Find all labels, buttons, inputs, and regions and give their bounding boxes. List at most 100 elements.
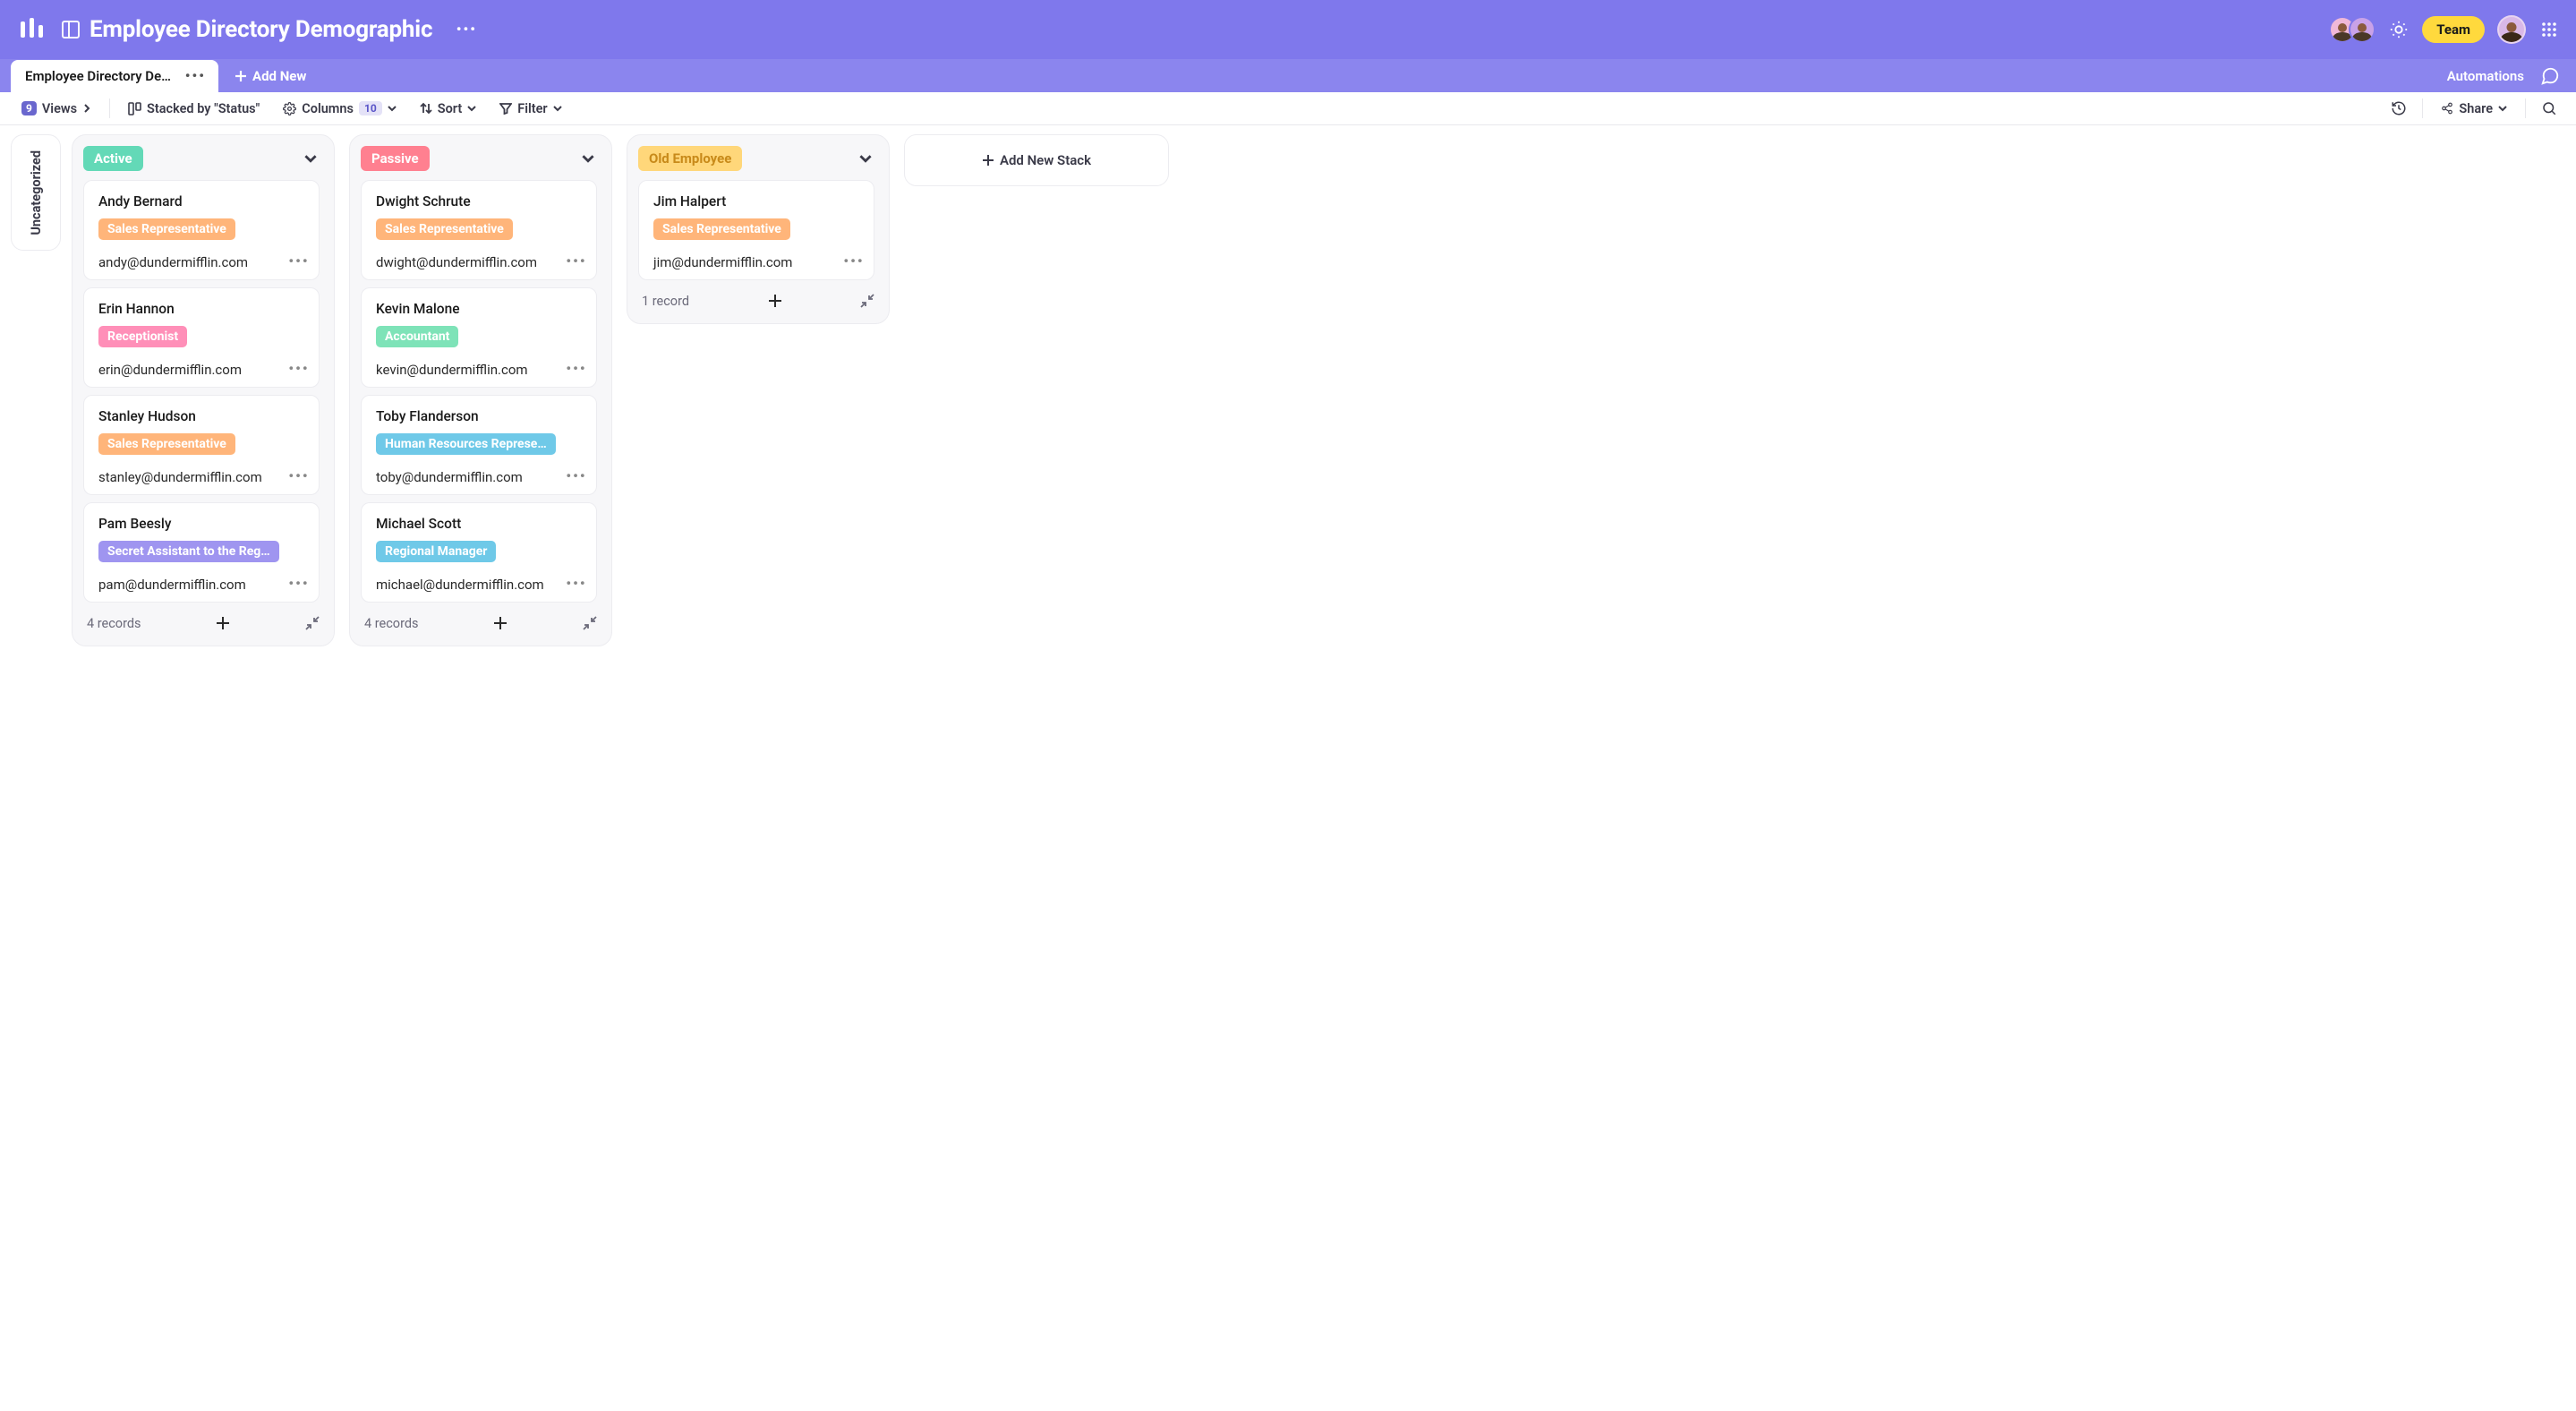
card-name: Pam Beesly [98, 516, 304, 532]
card-email: erin@dundermifflin.com [98, 362, 304, 378]
card-more-button[interactable]: ••• [566, 251, 587, 272]
add-new-stack-button[interactable]: Add New Stack [904, 134, 1169, 186]
collapse-stack-button[interactable] [583, 616, 597, 630]
sort-button[interactable]: Sort [411, 97, 486, 121]
record-card[interactable]: Dwight Schrute Sales Representative dwight… [361, 180, 597, 280]
avatar [2349, 16, 2376, 43]
stack-collapse-button[interactable] [577, 148, 599, 169]
stack-collapse-button[interactable] [300, 148, 321, 169]
role-chip: Secret Assistant to the Reg… [98, 541, 279, 562]
stacked-label: Stacked by "Status" [147, 101, 260, 116]
record-card[interactable]: Stanley Hudson Sales Representative stanle… [83, 395, 320, 495]
role-chip: Receptionist [98, 326, 187, 347]
card-name: Kevin Malone [376, 301, 582, 317]
card-more-button[interactable]: ••• [288, 251, 310, 272]
team-button[interactable]: Team [2422, 16, 2485, 43]
stacks-container: Active Andy BernardSales Representativean… [72, 134, 1187, 1402]
tab-label: Employee Directory Demo… [25, 68, 175, 84]
record-card[interactable]: Erin Hannon Receptionist erin@dundermiffli… [83, 287, 320, 388]
filter-label: Filter [517, 101, 547, 116]
filter-icon [499, 102, 512, 115]
card-more-button[interactable]: ••• [288, 358, 310, 380]
record-card[interactable]: Michael ScottRegional Managermichael@dun… [361, 502, 597, 603]
card-more-button[interactable]: ••• [566, 573, 587, 594]
card-name: Andy Bernard [98, 193, 304, 210]
views-label: Views [42, 101, 77, 116]
record-count: 1 record [642, 294, 689, 309]
search-icon [2541, 100, 2557, 116]
history-button[interactable] [2384, 94, 2413, 123]
sort-label: Sort [438, 101, 463, 116]
stack-title-chip: Old Employee [638, 146, 742, 171]
card-email: kevin@dundermifflin.com [376, 362, 582, 378]
card-more-button[interactable]: ••• [843, 251, 865, 272]
role-chip: Accountant [376, 326, 458, 347]
separator [2422, 98, 2423, 118]
separator [109, 98, 110, 118]
card-more-button[interactable]: ••• [288, 466, 310, 487]
card-more-button[interactable]: ••• [566, 358, 587, 380]
more-icon: ••• [185, 69, 206, 83]
share-icon [2441, 102, 2453, 115]
title-more-button[interactable]: ••• [454, 17, 479, 42]
record-card[interactable]: Toby Flanderson Human Resources Represe… t… [361, 395, 597, 495]
user-avatar[interactable] [2497, 15, 2526, 44]
card-email: toby@dundermifflin.com [376, 469, 582, 485]
collapse-stack-button[interactable] [860, 294, 874, 308]
uncategorized-stack-collapsed[interactable]: Uncategorized [11, 134, 61, 251]
stack-footer: 4 records [83, 603, 327, 638]
board-icon [61, 20, 81, 39]
comments-button[interactable] [2540, 66, 2560, 86]
role-chip: Sales Representative [98, 433, 235, 455]
collaborator-avatars[interactable] [2329, 16, 2376, 43]
card-name: Dwight Schrute [376, 193, 582, 210]
share-button[interactable]: Share [2432, 97, 2516, 121]
collapse-stack-button[interactable] [305, 616, 320, 630]
add-card-button[interactable] [763, 289, 787, 312]
card-more-button[interactable]: ••• [288, 573, 310, 594]
stacked-by-button[interactable]: Stacked by "Status" [119, 97, 269, 121]
filter-button[interactable]: Filter [490, 97, 570, 121]
record-count: 4 records [87, 616, 141, 631]
role-chip: Sales Representative [376, 218, 513, 240]
role-chip: Human Resources Represe… [376, 433, 556, 455]
stack-title-chip: Passive [361, 146, 430, 171]
stack-footer: 1 record [638, 280, 882, 316]
automations-button[interactable]: Automations [2447, 68, 2524, 84]
card-email: stanley@dundermifflin.com [98, 469, 304, 485]
main-menu-button[interactable] [2538, 19, 2560, 40]
theme-toggle-button[interactable] [2388, 19, 2410, 40]
add-new-tab-button[interactable]: Add New [218, 59, 322, 92]
view-toolbar: 9 Views Stacked by "Status" Columns 10 S… [0, 92, 2576, 125]
card-name: Stanley Hudson [98, 408, 304, 424]
card-name: Erin Hannon [98, 301, 304, 317]
add-card-button[interactable] [489, 611, 512, 635]
record-card[interactable]: Jim HalpertSales Representativejim@dunde… [638, 180, 874, 280]
record-card[interactable]: Kevin Malone Accountant kevin@dundermiffli… [361, 287, 597, 388]
app-header: Employee Directory Demographic ••• Team [0, 0, 2576, 59]
card-name: Jim Halpert [653, 193, 859, 210]
separator [2525, 98, 2526, 118]
stack-collapse-button[interactable] [855, 148, 876, 169]
record-card[interactable]: Pam Beesly Secret Assistant to the Reg… pa… [83, 502, 320, 603]
uncategorized-label: Uncategorized [29, 136, 44, 250]
add-card-button[interactable] [211, 611, 235, 635]
more-icon: ••• [456, 22, 477, 37]
role-chip: Sales Representative [653, 218, 790, 240]
search-button[interactable] [2535, 94, 2563, 123]
card-email: pam@dundermifflin.com [98, 577, 304, 593]
card-name: Toby Flanderson [376, 408, 582, 424]
card-email: dwight@dundermifflin.com [376, 254, 582, 270]
stack: Old Employee Jim Halpert Sales Representat… [627, 134, 890, 324]
active-tab[interactable]: Employee Directory Demo… ••• [11, 60, 218, 92]
stack-title-chip: Active [83, 146, 143, 171]
columns-button[interactable]: Columns 10 [274, 97, 405, 121]
gear-icon [283, 102, 296, 115]
page-title: Employee Directory Demographic [90, 16, 432, 43]
record-card[interactable]: Andy BernardSales Representativeandy@dun… [83, 180, 320, 280]
card-more-button[interactable]: ••• [566, 466, 587, 487]
views-button[interactable]: 9 Views [13, 97, 100, 121]
chevron-down-icon [553, 104, 562, 113]
columns-label: Columns [302, 101, 354, 116]
tab-more-button[interactable]: ••• [185, 69, 206, 83]
